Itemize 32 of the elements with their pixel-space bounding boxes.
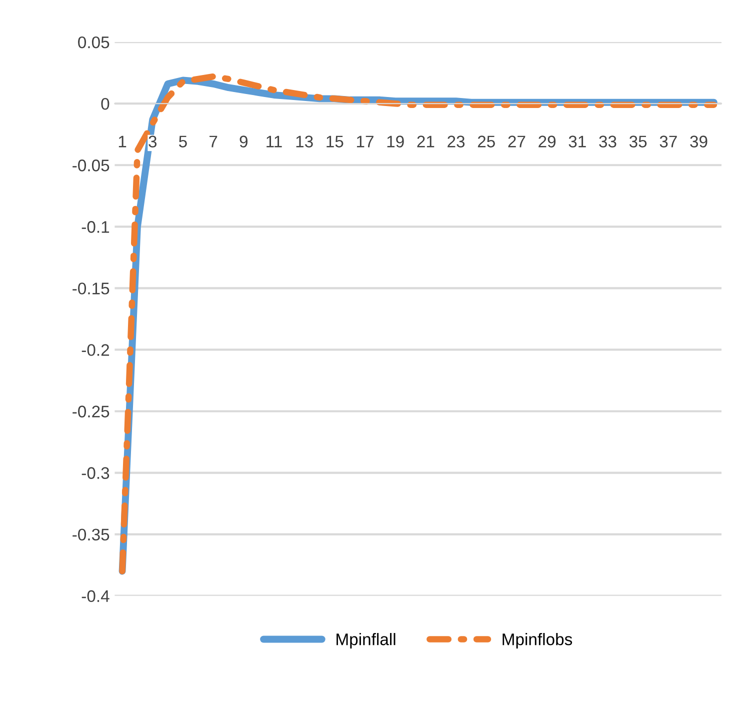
x-tick-label: 7 <box>210 136 218 148</box>
y-tick-label: -0.3 <box>82 467 110 479</box>
x-tick-label: 15 <box>326 136 344 148</box>
y-tick-label: -0.2 <box>82 344 110 356</box>
x-tick-label: 33 <box>599 136 616 148</box>
x-tick-label: 9 <box>240 136 248 148</box>
x-tick-label: 17 <box>357 136 374 148</box>
x-tick-label: 37 <box>660 136 677 148</box>
y-tick-label: -0.1 <box>82 221 110 233</box>
y-tick-label: -0.25 <box>72 406 110 418</box>
y-tick-label: 0 <box>101 98 110 110</box>
x-tick-label: 21 <box>417 136 434 148</box>
x-tick-label: 25 <box>478 136 495 148</box>
x-tick-label: 29 <box>538 136 556 148</box>
y-tick-label: -0.4 <box>82 590 110 602</box>
x-tick-label: 5 <box>179 136 187 148</box>
legend-label: Mpinflobs <box>502 633 572 649</box>
x-tick-label: 39 <box>690 136 708 148</box>
x-tick-label: 3 <box>148 136 157 148</box>
x-tick-label: 31 <box>568 136 586 148</box>
x-tick-label: 1 <box>118 136 126 148</box>
x-tick-label: 23 <box>448 136 465 148</box>
y-tick-label: 0.05 <box>78 36 110 48</box>
y-tick-label: -0.35 <box>72 528 110 541</box>
y-tick-label: -0.05 <box>72 160 110 172</box>
x-tick-label: 13 <box>296 136 313 148</box>
legend-label: Mpinflall <box>336 633 396 649</box>
x-tick-label: 19 <box>387 136 404 148</box>
x-tick-label: 27 <box>508 136 526 148</box>
y-tick-label: -0.15 <box>72 282 110 294</box>
x-tick-label: 11 <box>266 136 282 148</box>
x-tick-label: 35 <box>629 136 647 148</box>
